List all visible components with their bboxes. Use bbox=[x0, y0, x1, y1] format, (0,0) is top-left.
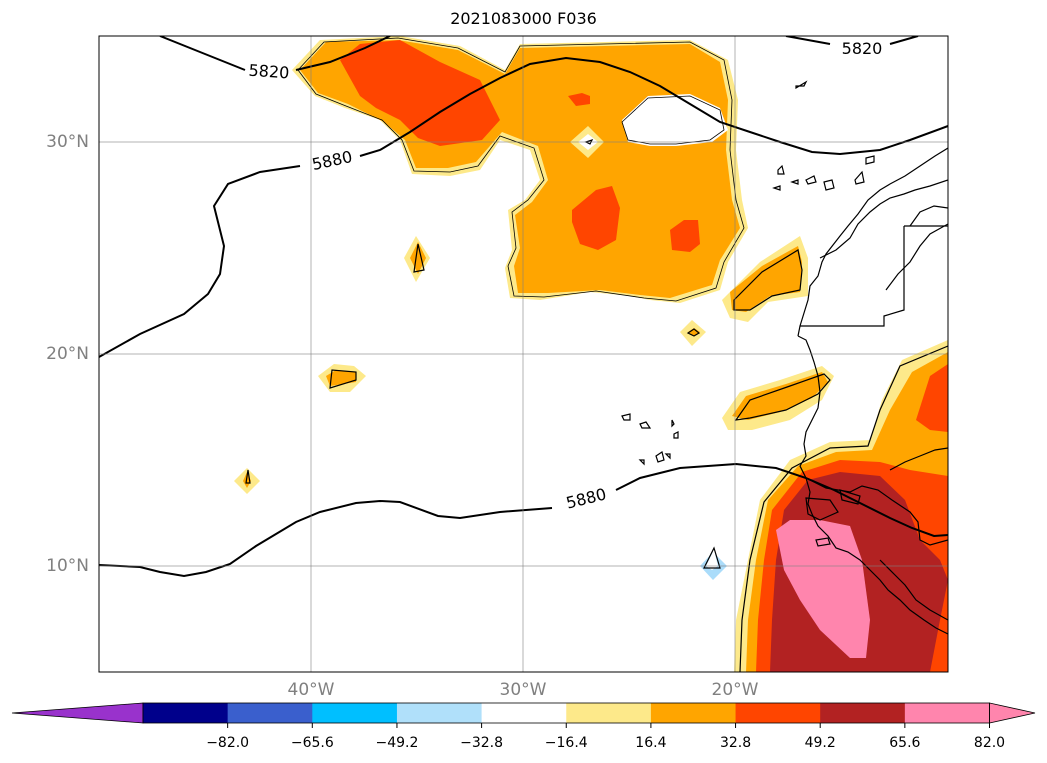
lon-label: 20°W bbox=[711, 680, 759, 700]
map-title: 2021083000 F036 bbox=[450, 9, 597, 28]
lat-label: 20°N bbox=[46, 344, 89, 364]
anomaly-coastal-cells bbox=[722, 236, 834, 430]
colorbar-extend-high bbox=[989, 702, 1036, 724]
lat-label: 30°N bbox=[46, 132, 89, 152]
contour-label: 5820 bbox=[842, 39, 883, 58]
colorbar-segment bbox=[820, 703, 906, 723]
colorbar-segment bbox=[143, 703, 229, 723]
colorbar-tick-label: −49.2 bbox=[375, 735, 419, 751]
contour-label: 5820 bbox=[248, 61, 290, 83]
contour-label: 5880 bbox=[564, 484, 608, 512]
colorbar-tick-label: −16.4 bbox=[544, 735, 588, 751]
contour-label: 5880 bbox=[310, 147, 354, 174]
anomaly-west-africa bbox=[734, 340, 948, 672]
anomaly-north-central bbox=[292, 36, 748, 303]
colorbar-tick-label: −32.8 bbox=[460, 735, 504, 751]
lon-label: 30°W bbox=[499, 680, 547, 700]
colorbar-tick-label: 82.0 bbox=[973, 735, 1006, 751]
colorbar-segment bbox=[227, 703, 313, 723]
colorbar-tick-label: 32.8 bbox=[719, 735, 752, 751]
colorbar-tick-label: −65.6 bbox=[290, 735, 334, 751]
colorbar-tick-label: 65.6 bbox=[889, 735, 921, 751]
colorbar-segment bbox=[566, 703, 652, 723]
colorbar-segment bbox=[650, 703, 737, 723]
coastline bbox=[245, 80, 948, 672]
colorbar-segment bbox=[312, 703, 398, 723]
colorbar-segment bbox=[481, 703, 567, 723]
colorbar-segment bbox=[904, 703, 990, 723]
lon-label: 40°W bbox=[287, 680, 335, 700]
colorbar-extend-low bbox=[11, 702, 144, 724]
colorbar-tick-label: 16.4 bbox=[635, 735, 667, 751]
colorbar-tick-label: 49.2 bbox=[804, 735, 836, 751]
geopotential-contours bbox=[99, 36, 948, 578]
colorbar bbox=[11, 702, 1036, 728]
map-frame bbox=[98, 35, 949, 673]
colorbar-segment bbox=[735, 703, 821, 723]
colorbar-tick-label: −82.0 bbox=[206, 735, 250, 751]
lat-label: 10°N bbox=[46, 556, 89, 576]
graticule bbox=[99, 36, 948, 672]
colorbar-segment bbox=[396, 703, 483, 723]
